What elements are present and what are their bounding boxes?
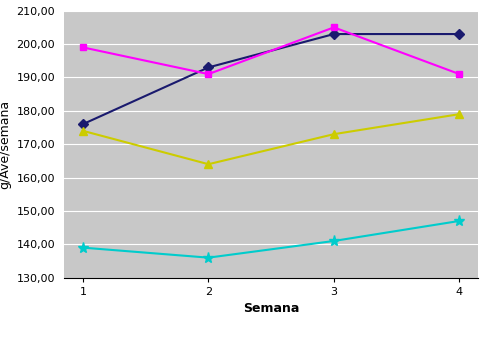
0 (controle) [331, 32, 337, 36]
50 mg/kg [206, 162, 211, 166]
50 mg/kg [331, 132, 337, 136]
50 mg/kg [80, 129, 86, 133]
250 mg/kg [206, 256, 211, 260]
250 mg/kg [80, 246, 86, 250]
10 mg/kg [80, 45, 86, 49]
10 mg/kg [206, 72, 211, 76]
0 (controle) [457, 32, 462, 36]
250 mg/kg [457, 219, 462, 223]
X-axis label: Semana: Semana [243, 302, 299, 315]
Line: 50 mg/kg: 50 mg/kg [79, 110, 463, 168]
Line: 0 (controle): 0 (controle) [79, 31, 463, 128]
10 mg/kg [331, 25, 337, 30]
250 mg/kg [331, 239, 337, 243]
0 (controle) [80, 122, 86, 126]
Line: 250 mg/kg: 250 mg/kg [77, 215, 465, 263]
10 mg/kg [457, 72, 462, 76]
50 mg/kg [457, 112, 462, 116]
0 (controle) [206, 65, 211, 69]
Y-axis label: g/Ave/semana: g/Ave/semana [0, 100, 11, 189]
Line: 10 mg/kg: 10 mg/kg [79, 24, 463, 78]
